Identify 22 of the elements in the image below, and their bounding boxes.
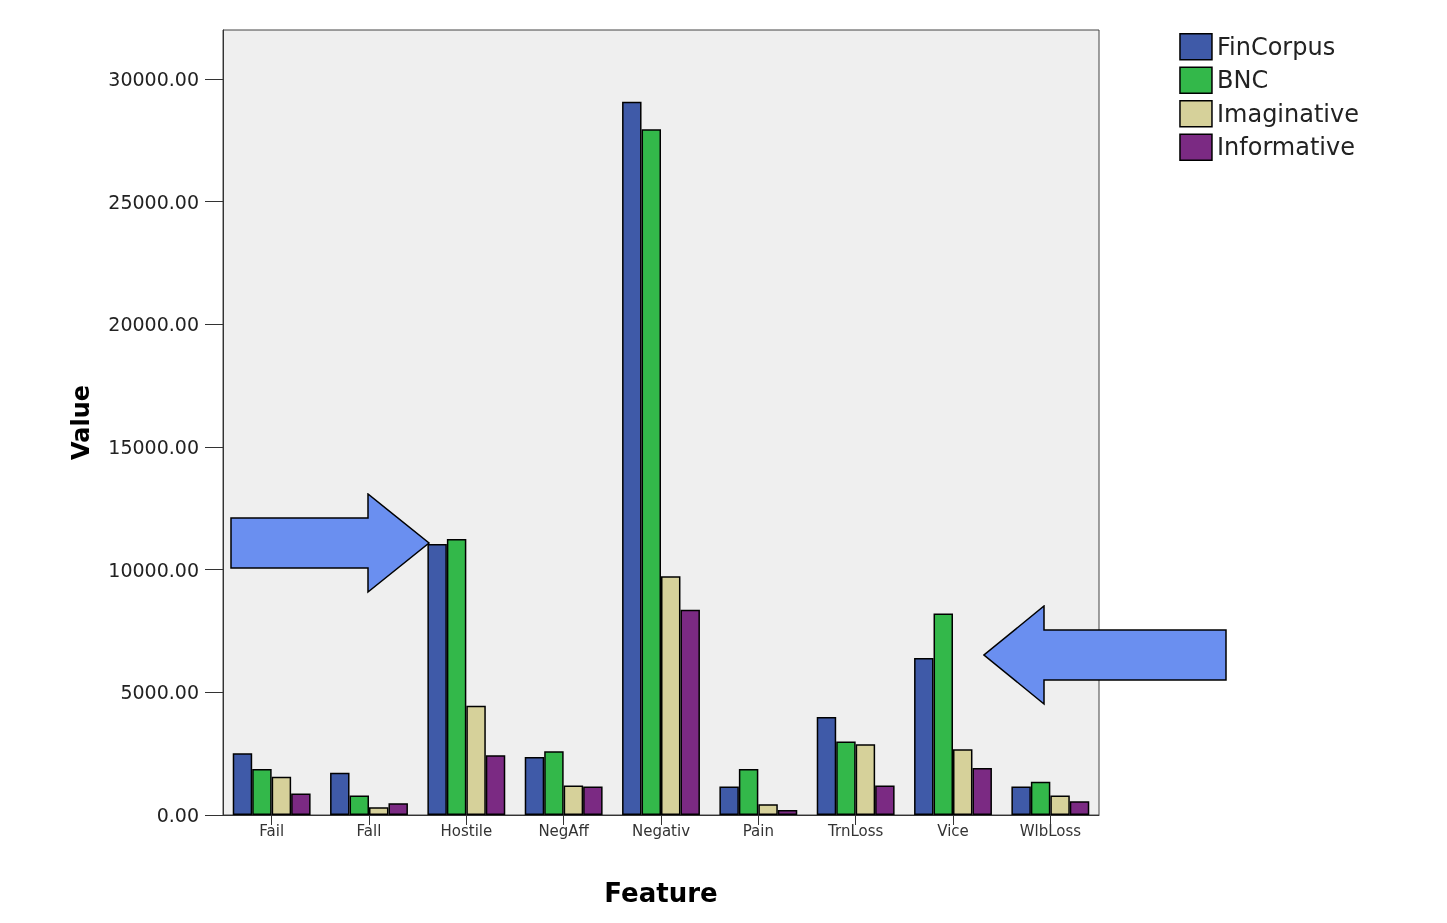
x-tick-label: TrnLoss xyxy=(827,821,884,840)
y-tick-label: 30000.00 xyxy=(108,68,199,91)
y-axis-title: Value xyxy=(67,384,95,461)
legend-label: BNC xyxy=(1216,66,1269,95)
y-tick-label: 25000.00 xyxy=(108,190,199,213)
y-tick-label: 10000.00 xyxy=(108,558,199,581)
x-tick-label: Negativ xyxy=(631,821,691,840)
x-tick-label: WlbLoss xyxy=(1019,821,1082,840)
legend-label: Informative xyxy=(1216,133,1355,162)
x-tick-label: Vice xyxy=(937,821,969,840)
x-tick-label: Pain xyxy=(742,821,774,840)
legend-label: FinCorpus xyxy=(1216,32,1336,61)
y-tick-label: 0.00 xyxy=(156,804,199,826)
x-axis-title: Feature xyxy=(604,878,718,908)
x-tick-label: Fail xyxy=(259,821,285,840)
x-tick-label: Fall xyxy=(356,821,382,840)
x-tick-label: NegAff xyxy=(538,821,590,840)
legend-label: Imaginative xyxy=(1216,99,1359,128)
y-tick-label: 20000.00 xyxy=(108,313,199,336)
y-tick-label: 5000.00 xyxy=(120,681,199,704)
y-tick-label: 15000.00 xyxy=(108,436,199,459)
x-tick-label: Hostile xyxy=(440,821,493,840)
